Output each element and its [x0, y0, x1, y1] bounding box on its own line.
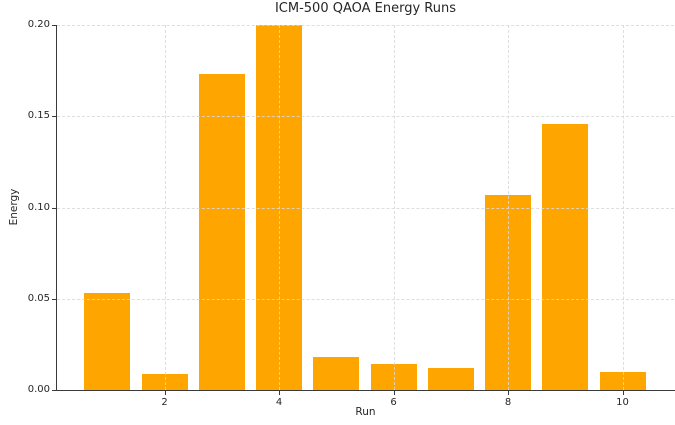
x-axis-label: Run [355, 406, 376, 418]
x-tick-label: 4 [275, 397, 283, 408]
y-gridline [57, 298, 674, 300]
x-tick-mark [164, 391, 166, 395]
y-tick-label: 0.10 [27, 201, 50, 213]
x-tick-label: 8 [504, 397, 512, 408]
y-gridline [57, 207, 674, 209]
x-gridline [508, 25, 509, 390]
x-tick-mark [508, 391, 509, 395]
y-tick-mark [52, 298, 56, 300]
x-axis-spine [56, 390, 675, 391]
x-gridline [164, 25, 166, 390]
y-tick-mark [52, 390, 56, 391]
y-gridline [57, 25, 674, 26]
y-tick-label: 0.15 [27, 110, 50, 122]
x-tick-label: 2 [161, 397, 168, 408]
y-gridline [57, 116, 674, 118]
bar-run-1 [84, 293, 131, 390]
x-gridline [393, 25, 395, 390]
y-tick-mark [52, 25, 56, 26]
x-tick-label: 6 [390, 397, 397, 408]
y-axis-label: Energy [8, 188, 20, 226]
bar-run-9 [542, 123, 589, 390]
x-tick-mark [279, 391, 280, 395]
x-tick-mark [622, 391, 624, 395]
y-tick-mark [52, 207, 56, 209]
x-gridline [279, 25, 280, 390]
y-tick-label: 0.00 [27, 384, 50, 395]
x-tick-label: 10 [616, 397, 629, 408]
bar-run-3 [198, 74, 245, 390]
y-tick-label: 0.20 [27, 19, 50, 30]
bar-run-7 [427, 368, 474, 390]
x-tick-mark [393, 391, 395, 395]
chart-title: ICM-500 QAOA Energy Runs [274, 1, 457, 16]
y-tick-mark [52, 116, 56, 118]
y-tick-label: 0.05 [27, 292, 50, 304]
bar-run-5 [313, 357, 360, 390]
x-gridline [622, 25, 624, 390]
y-axis-spine [56, 25, 57, 391]
